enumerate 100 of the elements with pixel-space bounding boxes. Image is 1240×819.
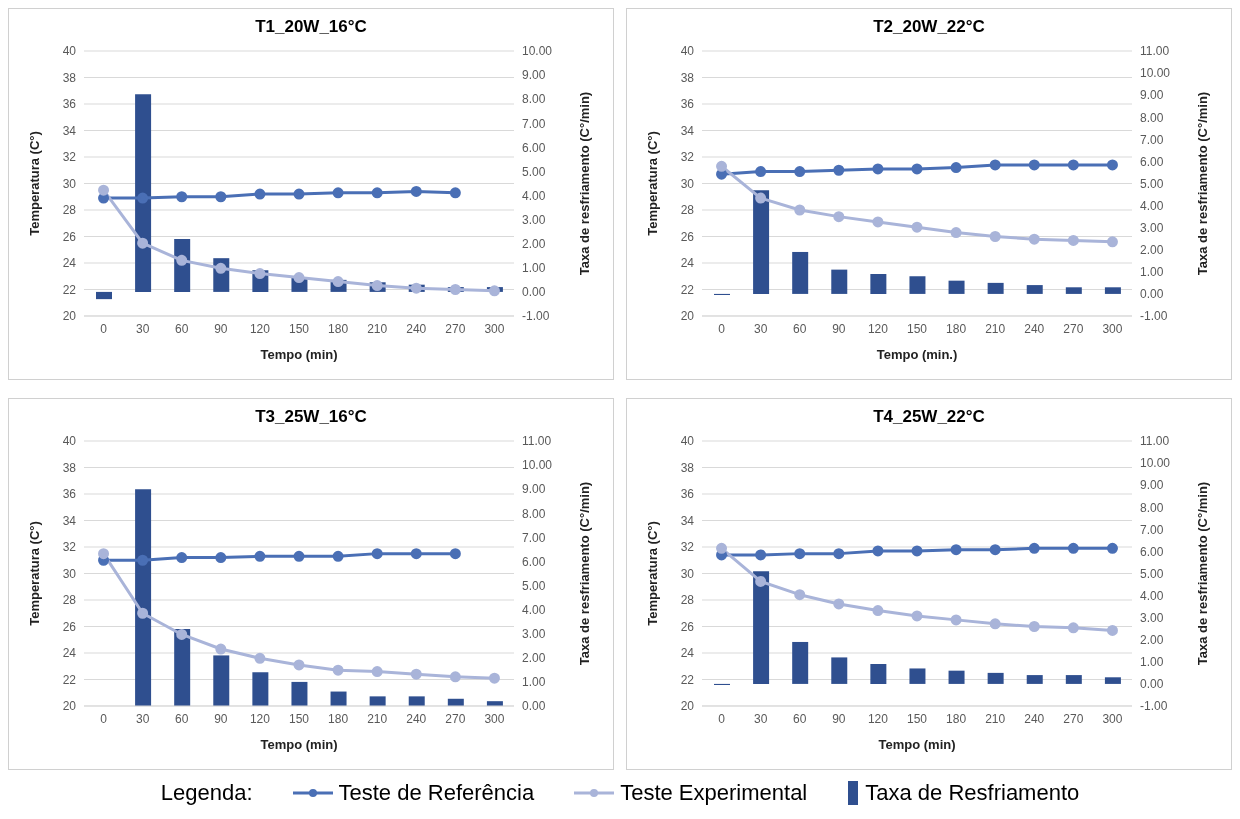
y2-tick-label: 1.00 xyxy=(522,261,546,276)
x-tick-label: 120 xyxy=(867,321,889,336)
y-tick-label: 32 xyxy=(62,150,77,165)
x-tick-label: 30 xyxy=(135,321,150,336)
y2-tick-label: 0.00 xyxy=(1140,287,1164,302)
point xyxy=(794,548,806,560)
bar xyxy=(987,672,1004,684)
y2-tick-label: 11.00 xyxy=(522,434,552,449)
y2-tick-label: 9.00 xyxy=(1140,88,1164,103)
point xyxy=(254,268,266,280)
point xyxy=(1106,624,1118,636)
x-tick-label: 240 xyxy=(406,321,427,336)
y-tick-label: 40 xyxy=(680,44,695,59)
bar xyxy=(213,655,230,706)
y2-tick-label: 6.00 xyxy=(1140,544,1164,559)
x-tick-label: 0 xyxy=(100,711,108,726)
y2-tick-label: 8.00 xyxy=(1140,110,1164,125)
bar xyxy=(1026,675,1043,684)
x-tick-label: 0 xyxy=(718,711,726,726)
bar xyxy=(369,696,386,706)
y-tick-label: 32 xyxy=(62,540,77,555)
y-tick-label: 20 xyxy=(680,699,695,714)
y-tick-label: 28 xyxy=(62,593,77,608)
point xyxy=(794,589,806,601)
point xyxy=(215,191,227,203)
bar xyxy=(1104,677,1121,684)
y2-tick-label: 3.00 xyxy=(1140,220,1164,235)
y-tick-label: 24 xyxy=(680,256,695,271)
y-tick-label: 40 xyxy=(62,434,77,449)
y2-tick-label: 6.00 xyxy=(1140,154,1164,169)
point xyxy=(989,231,1001,242)
point xyxy=(911,610,923,622)
point xyxy=(911,221,923,233)
point xyxy=(833,548,845,560)
x-tick-label: 120 xyxy=(867,711,889,726)
point xyxy=(449,548,461,560)
x-tick-label: 270 xyxy=(445,711,466,726)
y-tick-label: 30 xyxy=(62,176,77,191)
point xyxy=(176,628,188,640)
y-tick-label: 26 xyxy=(62,619,77,634)
x-tick-label: 60 xyxy=(175,321,189,336)
x-tick-label: 300 xyxy=(1102,321,1123,336)
y2-tick-label: 2.00 xyxy=(522,651,546,666)
point xyxy=(989,544,1001,556)
point xyxy=(449,187,461,199)
point xyxy=(371,666,383,678)
point xyxy=(911,163,923,175)
bar xyxy=(135,94,152,292)
bar xyxy=(870,664,887,684)
y2-tick-label: 5.00 xyxy=(1140,566,1164,581)
point xyxy=(872,216,884,228)
point xyxy=(98,548,110,560)
y-tick-label: 22 xyxy=(680,672,695,687)
bar xyxy=(753,190,770,294)
point xyxy=(410,185,422,197)
y2-tick-label: 2.00 xyxy=(1140,243,1164,258)
x-tick-label: 180 xyxy=(328,321,349,336)
y2-tick-label: 1.00 xyxy=(1140,265,1164,280)
x-tick-label: 180 xyxy=(946,711,967,726)
y2-tick-label: 5.00 xyxy=(1140,176,1164,191)
point xyxy=(293,550,305,562)
y-axis-title: Temperatura (C°) xyxy=(644,521,660,626)
bar xyxy=(1065,287,1082,294)
y2-tick-label: -1.00 xyxy=(1140,699,1168,714)
x-tick-label: 240 xyxy=(1024,711,1045,726)
y-tick-label: 30 xyxy=(680,176,695,191)
x-tick-label: 300 xyxy=(484,321,505,336)
y2-tick-label: 3.00 xyxy=(522,212,546,227)
y2-axis-title: Taxa de resfriamento (C°/min) xyxy=(1194,91,1210,276)
y-tick-label: 26 xyxy=(62,229,77,244)
bar xyxy=(252,672,269,706)
y-tick-label: 40 xyxy=(62,44,77,59)
bar xyxy=(987,282,1004,294)
y-tick-label: 24 xyxy=(62,646,77,661)
point xyxy=(488,285,500,297)
point xyxy=(1028,159,1040,171)
y2-tick-label: 0.00 xyxy=(522,285,546,300)
y-tick-label: 26 xyxy=(680,229,695,244)
y2-tick-label: 9.00 xyxy=(1140,478,1164,493)
x-tick-label: 60 xyxy=(793,321,807,336)
point xyxy=(1067,622,1079,634)
y-tick-label: 22 xyxy=(62,672,77,687)
y2-axis-title: Taxa de resfriamento (C°/min) xyxy=(1194,481,1210,666)
y2-tick-label: 5.00 xyxy=(522,164,546,179)
point xyxy=(293,659,305,671)
point xyxy=(254,652,266,664)
y-tick-label: 36 xyxy=(62,487,77,502)
y-tick-label: 38 xyxy=(62,460,77,475)
y2-tick-label: 8.00 xyxy=(522,92,546,107)
y2-tick-label: 8.00 xyxy=(1140,500,1164,515)
point xyxy=(215,552,227,564)
point xyxy=(1028,542,1040,554)
point xyxy=(449,671,461,683)
y-tick-label: 34 xyxy=(680,513,695,528)
point xyxy=(1106,542,1118,554)
y-tick-label: 34 xyxy=(62,513,77,528)
point xyxy=(254,550,266,562)
y2-tick-label: 4.00 xyxy=(1140,588,1164,603)
x-tick-label: 210 xyxy=(367,321,388,336)
y2-tick-label: 4.00 xyxy=(522,188,546,203)
